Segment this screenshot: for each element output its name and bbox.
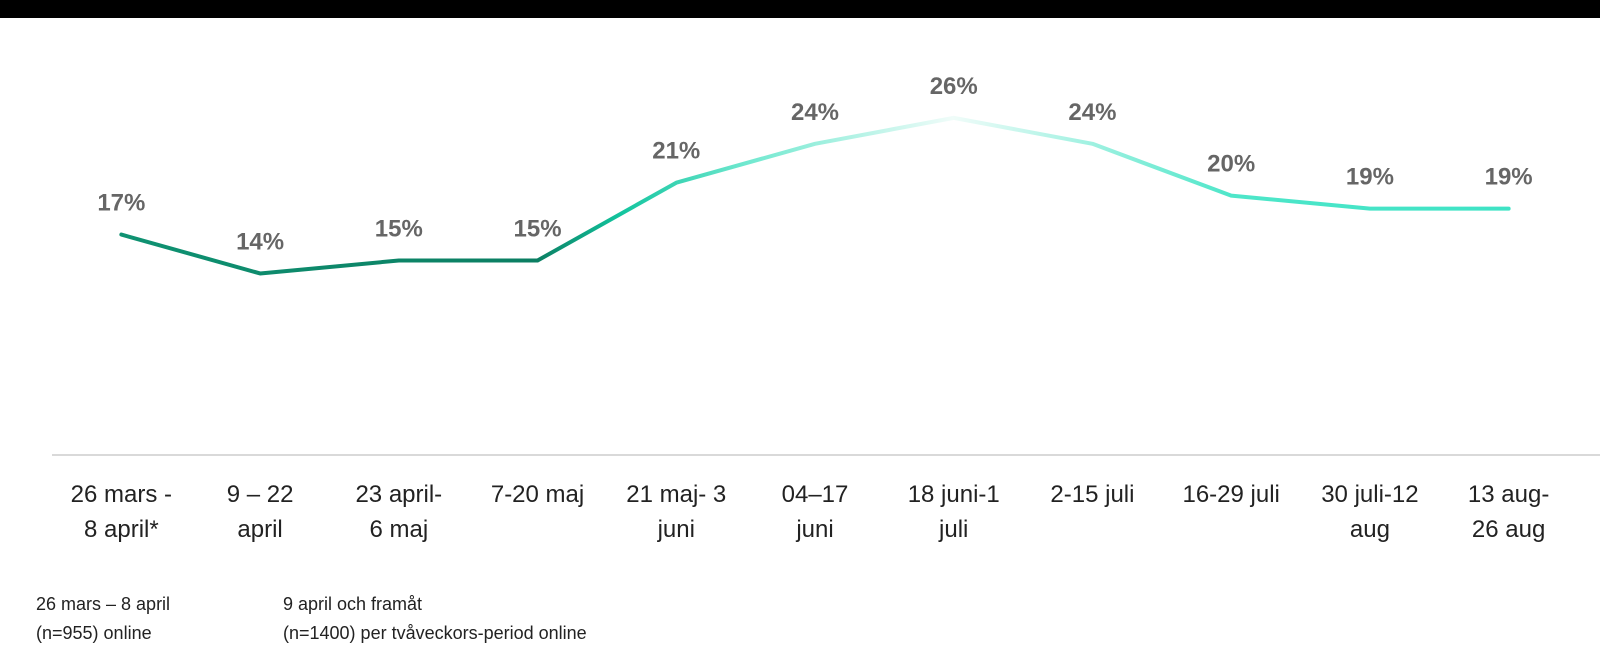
x-tick-label: 13 aug- — [1468, 481, 1549, 508]
x-tick-label: april — [237, 516, 282, 543]
data-label: 17% — [97, 190, 145, 217]
data-label: 24% — [791, 99, 839, 126]
data-label: 19% — [1346, 164, 1394, 191]
footnote: (n=1400) per tvåveckors-period online — [283, 623, 587, 643]
data-label: 24% — [1068, 99, 1116, 126]
data-label: 14% — [236, 228, 284, 255]
top-bar — [0, 0, 1600, 18]
x-tick-label: 21 maj- 3 — [626, 481, 726, 508]
x-tick-label: 26 aug — [1472, 516, 1545, 543]
x-tick-label: aug — [1350, 516, 1390, 543]
line — [119, 115, 1511, 276]
data-label: 15% — [514, 216, 562, 243]
x-tick-label: 7-20 maj — [491, 481, 584, 508]
x-tick-label: 8 april* — [84, 516, 159, 543]
x-tick-label: 9 – 22 — [227, 481, 294, 508]
x-tick-label: 18 juni-1 — [908, 481, 1000, 508]
x-tick-label: 16-29 juli — [1182, 481, 1279, 508]
x-tick-label: 6 maj — [369, 516, 428, 543]
x-tick-label: juli — [938, 516, 968, 543]
x-tick-label: juni — [795, 516, 833, 543]
x-tick-label: 26 mars - — [71, 481, 172, 508]
x-tick-label: 2-15 juli — [1050, 481, 1134, 508]
data-label: 21% — [652, 138, 700, 165]
data-label: 20% — [1207, 151, 1255, 178]
x-tick-label: 23 april- — [355, 481, 442, 508]
footnote: 26 mars – 8 april — [36, 594, 170, 614]
data-label: 26% — [930, 73, 978, 100]
x-tick-label: juni — [657, 516, 695, 543]
footnote: 9 april och framåt — [283, 594, 422, 614]
x-tick-label: 30 juli-12 — [1321, 481, 1418, 508]
footnote: (n=955) online — [36, 623, 152, 643]
data-label: 15% — [375, 216, 423, 243]
x-tick-label: 04–17 — [782, 481, 849, 508]
data-label: 19% — [1485, 164, 1533, 191]
